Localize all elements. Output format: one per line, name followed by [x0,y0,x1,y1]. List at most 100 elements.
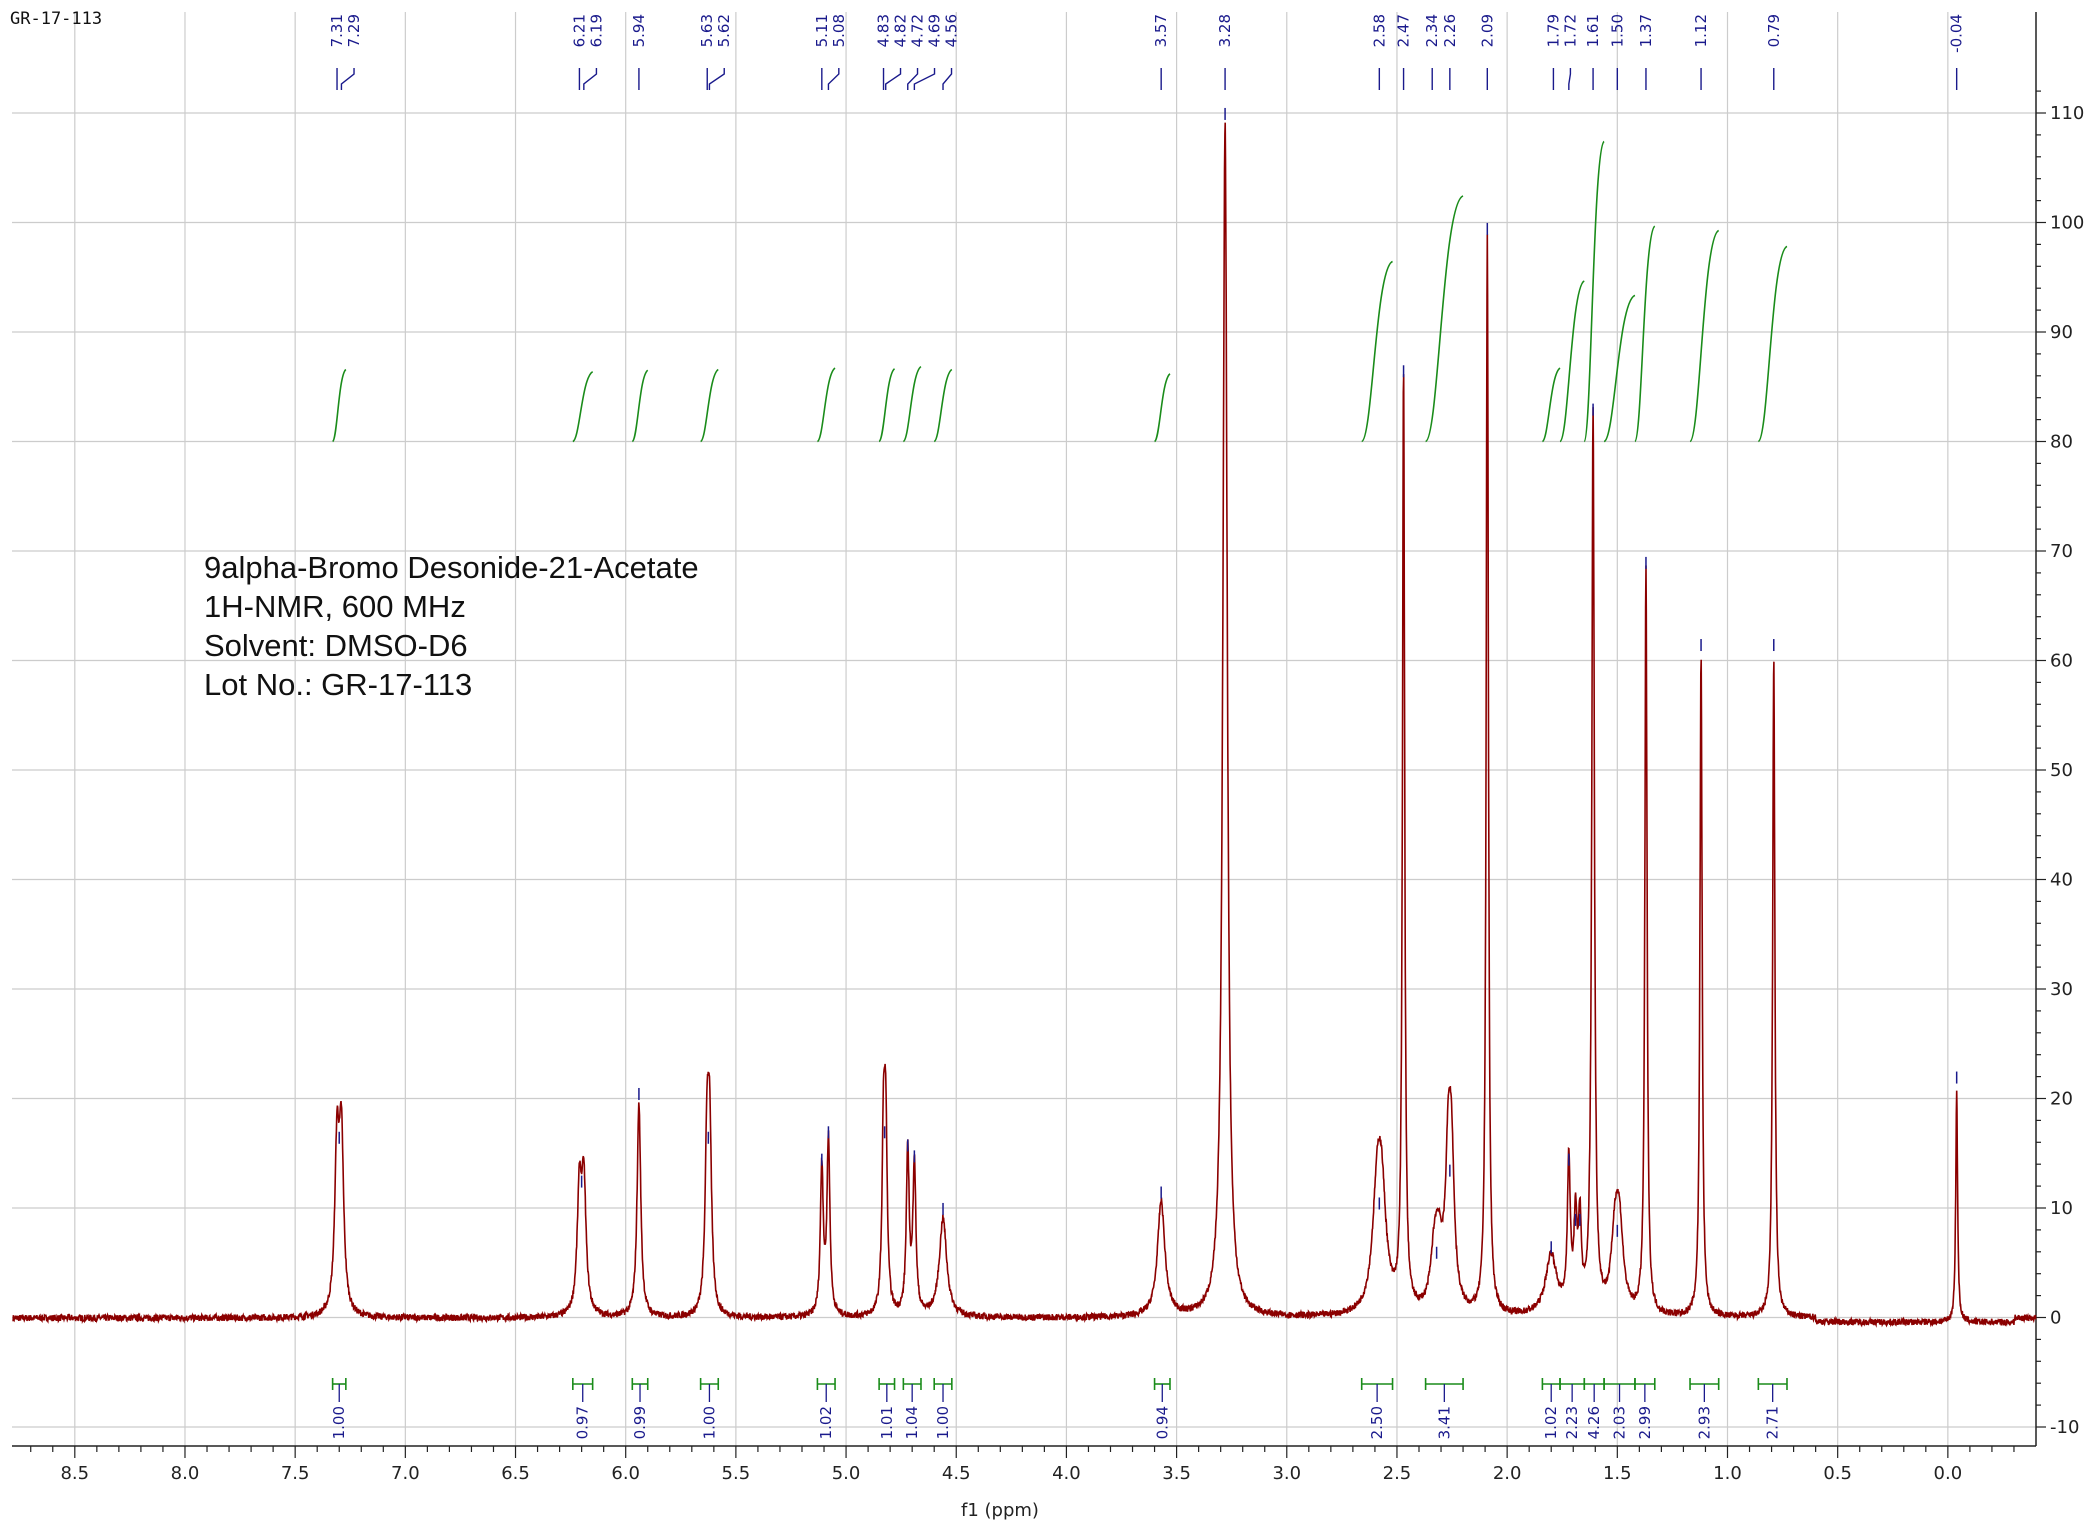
x-tick-label: 8.0 [171,1463,200,1484]
peak-label: 3.57 [1152,14,1170,47]
integral-curve [572,370,594,443]
peak-label: -0.04 [1948,14,1966,53]
x-tick-label: 3.0 [1272,1463,1301,1484]
y-tick-label: 80 [2050,432,2073,453]
integral-curve [878,368,896,443]
integral-value: 2.71 [1764,1406,1782,1439]
integral-curve [1424,195,1464,443]
grid [12,12,2036,1446]
peak-label-connector [1568,68,1572,90]
integral-curve [933,368,953,443]
sample-id-label: GR-17-113 [10,9,102,29]
integration-brackets: 1.00 0.97 0.99 1.00 1.02 1.01 1.04 1.00 0.94 2.50… [330,1378,1788,1439]
info-line-solvent: Solvent: DMSO-D6 [204,628,468,663]
x-tick-label: 1.5 [1603,1463,1632,1484]
peak-label-connector [708,68,725,90]
peak-label: 7.29 [345,14,363,47]
peak-label: 2.26 [1441,14,1459,47]
x-tick-label: 0.0 [1934,1463,1963,1484]
integral-curve [699,368,719,443]
peak-label: 1.12 [1692,14,1710,47]
integral-curve [1153,373,1171,443]
x-tick-label: 3.5 [1162,1463,1191,1484]
peak-labels: 7.31 7.29 6.21 6.19 5.94 5.63 5.62 5.11 5.08 4.83… [328,14,1966,90]
peak-label: 4.69 [926,14,944,47]
y-tick-label: 40 [2050,870,2073,891]
integral-value: 2.03 [1611,1406,1629,1439]
peak-label: 2.58 [1370,14,1388,47]
info-line-method: 1H-NMR, 600 MHz [204,589,466,624]
integral-curve [1757,245,1788,443]
peak-label-connector [827,68,840,90]
peak-label: 6.19 [587,14,605,47]
integral-curve [1634,225,1656,443]
peak-label: 5.11 [813,14,831,47]
peak-label: 2.09 [1478,14,1496,47]
axes: 8.5 8.0 7.5 7.0 6.5 6.0 5.5 5.0 4.5 4.0 3.5 3.0 2.5 2… [12,12,2084,1484]
info-line-lot: Lot No.: GR-17-113 [204,667,472,702]
peak-label: 4.83 [875,14,893,47]
integral-curve [816,367,836,443]
integral-curve [331,368,347,443]
integral-curve [1603,294,1636,443]
peak-label-connector [583,68,598,90]
peak-label-connector [340,68,355,90]
integral-curve [631,369,649,443]
integral-curve [902,365,922,443]
peak-label: 2.34 [1423,14,1441,47]
integral-value: 1.00 [330,1406,348,1439]
x-tick-label: 7.5 [281,1463,310,1484]
integral-value: 1.04 [903,1406,921,1439]
peak-label-connector [913,68,936,90]
info-line-title: 9alpha-Bromo Desonide-21-Acetate [204,550,699,585]
peak-label: 5.63 [698,14,716,47]
x-tick-label: 4.0 [1052,1463,1081,1484]
peak-label-connector [885,68,902,90]
y-tick-label: 100 [2050,213,2084,234]
integral-value: 1.00 [700,1406,718,1439]
peak-label: 1.61 [1584,14,1602,47]
integral-curve [1559,280,1585,443]
y-tick-label: 50 [2050,760,2073,781]
peak-label: 5.08 [830,14,848,47]
integral-curve [1360,260,1394,443]
peak-label: 4.82 [892,14,910,47]
spectrum [12,107,2037,1328]
integral-value: 0.97 [574,1406,592,1439]
peak-label: 1.79 [1544,14,1562,47]
integral-value: 1.02 [817,1406,835,1439]
peak-label: 1.37 [1637,14,1655,47]
y-tick-label: -10 [2050,1417,2079,1438]
peak-label: 1.50 [1608,14,1626,47]
integral-value: 1.02 [1542,1406,1560,1439]
integral-value: 3.41 [1435,1406,1453,1439]
integral-curves [331,140,1788,443]
sample-info-block: 9alpha-Bromo Desonide-21-Acetate 1H-NMR,… [204,550,699,702]
integral-value: 2.50 [1368,1406,1386,1439]
x-tick-label: 1.0 [1713,1463,1742,1484]
x-tick-label: 2.0 [1493,1463,1522,1484]
peak-label-connector [907,68,919,90]
y-tick-label: 60 [2050,651,2073,672]
integral-value: 1.01 [878,1406,896,1439]
integral-value: 2.23 [1563,1406,1581,1439]
x-tick-label: 8.5 [60,1463,89,1484]
y-tick-label: 10 [2050,1198,2073,1219]
y-tick-label: 90 [2050,322,2073,343]
y-tick-label: 0 [2050,1308,2061,1329]
integral-curve [1583,140,1605,443]
integral-value: 4.26 [1585,1406,1603,1439]
integral-curve [1689,229,1720,443]
peak-label: 4.72 [909,14,927,47]
x-tick-label: 5.5 [722,1463,751,1484]
peak-label: 6.21 [570,14,588,47]
integral-value: 0.94 [1153,1406,1171,1439]
x-tick-label: 5.0 [832,1463,861,1484]
peak-label: 7.31 [328,14,346,47]
y-tick-label: 30 [2050,979,2073,1000]
x-axis-title: f1 (ppm) [961,1500,1039,1521]
x-tick-label: 7.0 [391,1463,420,1484]
integral-curve [1541,367,1561,443]
